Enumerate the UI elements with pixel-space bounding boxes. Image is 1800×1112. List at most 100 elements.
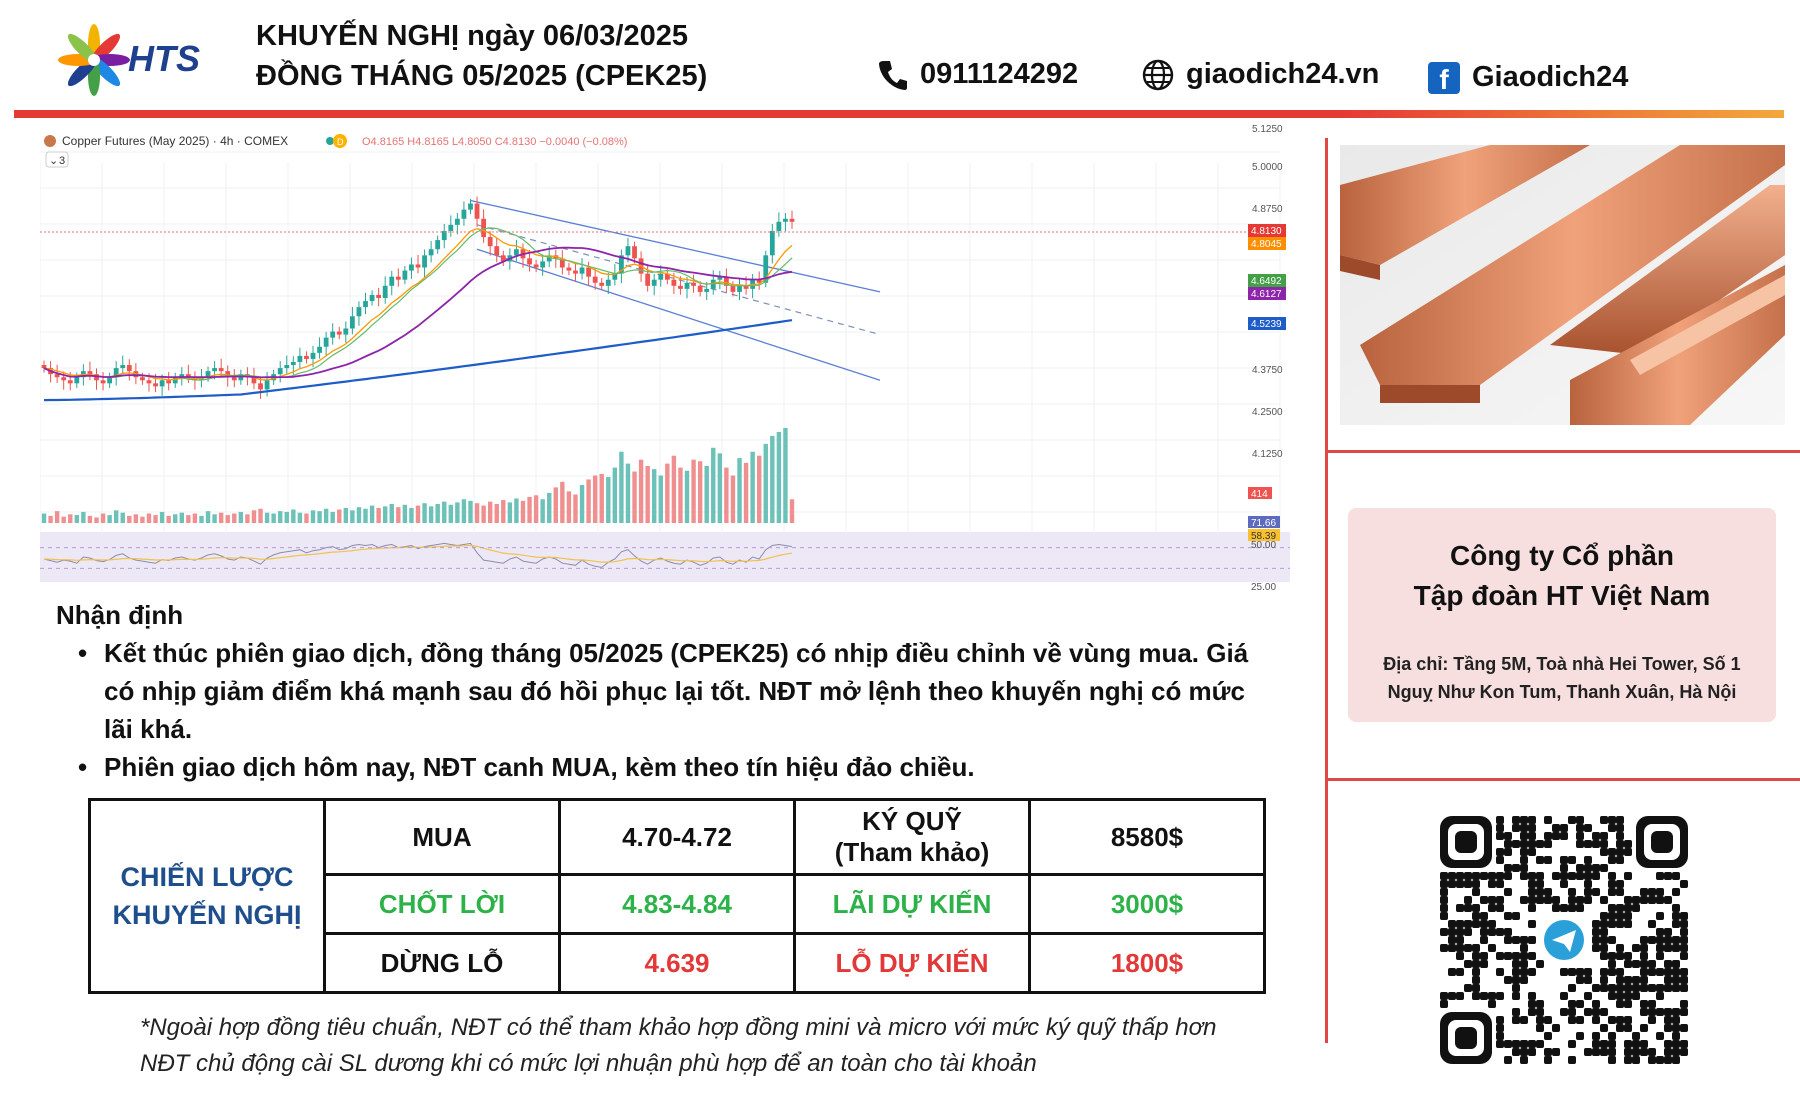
qr-module [1656,872,1664,880]
website-link[interactable]: giaodich24.vn [1186,58,1380,90]
qr-module [1592,888,1600,896]
analysis-bullet: • Kết thúc phiên giao dịch, đồng tháng 05… [78,634,1278,748]
y-tick-label: 5.0000 [1252,162,1283,173]
qr-module [1528,1008,1536,1016]
candle-body [678,285,683,289]
qr-module [1584,896,1592,904]
volume-bar [671,455,677,523]
qr-module [1664,1016,1672,1024]
qr-module [1440,944,1448,952]
volume-bar [173,514,178,523]
qr-code[interactable] [1440,816,1688,1064]
qr-module [1544,832,1552,840]
price-label-box [1248,237,1286,250]
volume-bar [310,510,316,523]
candle-body [41,365,47,369]
qr-module [1584,824,1592,832]
qr-module [1448,944,1456,952]
qr-module [1568,1008,1576,1016]
volume-bar [323,508,329,523]
volume-bar [127,515,132,523]
candle-body [592,276,598,283]
market-status-icon [326,137,334,145]
buy-label: MUA [323,798,561,876]
candle-body [185,374,191,378]
qr-module [1528,896,1536,904]
company-address-line1: Địa chỉ: Tầng 5M, Toà nhà Hei Tower, Số … [1383,654,1741,674]
volume-bar [317,511,322,523]
y-tick-label: 4.1250 [1252,449,1283,460]
qr-module [1672,1008,1680,1016]
candle-body [284,365,290,369]
volume-bar [730,475,736,523]
qr-module [1664,1056,1672,1064]
volume-bar [389,504,394,523]
candle-body [487,237,493,247]
website-contact[interactable]: giaodich24.vn [1142,58,1379,91]
volume-bar [369,505,375,523]
qr-module [1560,832,1568,840]
qr-module [1600,816,1608,824]
qr-module [1512,984,1520,992]
qr-module [1472,992,1480,1000]
qr-module [1640,952,1648,960]
y-tick-label: 4.2500 [1252,407,1283,418]
candle-body [120,365,126,369]
volume-bar [789,499,795,523]
candle-body [579,267,585,274]
qr-module [1512,960,1520,968]
qr-module [1480,896,1488,904]
volume-bar [402,504,408,523]
channel-mid-line [476,224,881,336]
facebook-contact[interactable]: f Giaodich24 [1428,61,1628,94]
volume-bar [553,487,558,523]
qr-module [1680,928,1688,936]
qr-module [1472,880,1480,888]
phone-number[interactable]: 0911124292 [920,58,1079,90]
qr-module [1560,968,1568,976]
candle-body [691,282,696,286]
qr-module [1664,1008,1672,1016]
qr-module [1544,1032,1552,1040]
qr-module [1648,960,1656,968]
candle-body [776,221,782,231]
qr-module [1632,976,1640,984]
candle-body [559,258,565,268]
qr-module [1608,880,1616,888]
qr-module [1648,1056,1656,1064]
volume-bar [74,515,80,523]
qr-module [1672,984,1680,992]
volume-bar [337,509,342,523]
qr-module [1624,1024,1632,1032]
facebook-link[interactable]: Giaodich24 [1472,61,1629,93]
volume-bar [573,494,578,523]
candle-body [573,270,578,274]
candle-body [212,368,217,372]
qr-module [1528,936,1536,944]
phone-contact[interactable]: 0911124292 [878,58,1078,91]
qr-module [1512,1008,1520,1016]
qr-module [1592,872,1600,880]
qr-module [1624,840,1632,848]
indicator-toggle[interactable] [45,151,69,168]
qr-module [1496,872,1504,880]
volume-bar [100,513,106,523]
qr-module [1600,864,1608,872]
qr-module [1440,928,1448,936]
volume-bar [435,504,440,523]
qr-module [1576,976,1584,984]
candle-body [599,282,605,286]
qr-module [1544,896,1552,904]
qr-module [1672,888,1680,896]
qr-module [1600,944,1608,952]
qr-module [1664,944,1672,952]
qr-module [1528,1048,1536,1056]
qr-module [1600,1024,1608,1032]
volume-bar [291,509,296,523]
footnote-line1: *Ngoài hợp đồng tiêu chuẩn, NĐT có thể t… [140,1014,1217,1041]
qr-module [1496,1032,1504,1040]
qr-module [1656,968,1664,976]
qr-module [1440,912,1448,920]
take-profit-value: 4.83-4.84 [558,873,796,935]
qr-module [1456,928,1464,936]
